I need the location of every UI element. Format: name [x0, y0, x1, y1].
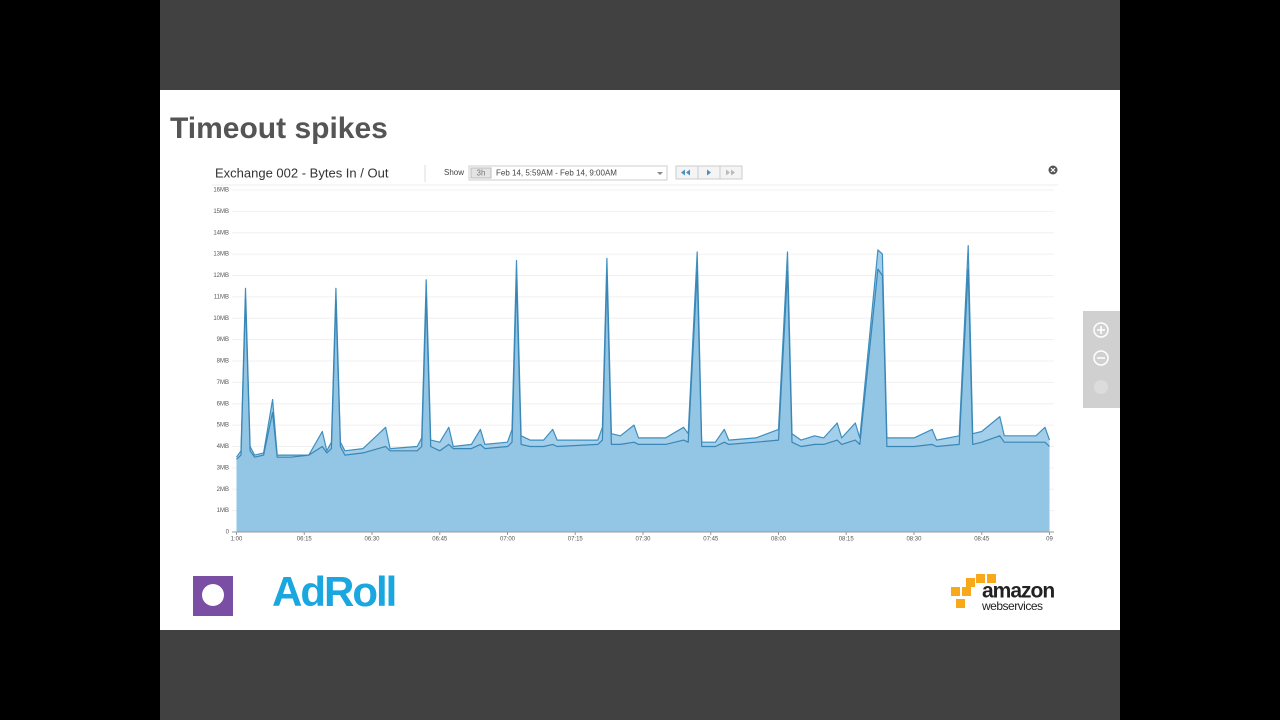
- x-tick-label: 07:15: [568, 537, 584, 543]
- x-tick-label: 07:45: [703, 537, 719, 543]
- y-tick-label: 9MB: [217, 337, 229, 343]
- amazon-logo: amazon: [982, 580, 1054, 603]
- top-bar: [160, 0, 1120, 90]
- range-text: Feb 14, 5:59AM - Feb 14, 9:00AM: [496, 169, 617, 178]
- y-tick-label: 10MB: [213, 316, 229, 322]
- area-fill: [236, 269, 1050, 532]
- fast-forward-icon: [726, 169, 735, 176]
- slide-title: Timeout spikes: [170, 112, 388, 145]
- y-tick-label: 0: [226, 530, 230, 536]
- y-tick-label: 5MB: [217, 423, 229, 429]
- y-tick-label: 11MB: [214, 294, 229, 300]
- y-tick-label: 15MB: [213, 209, 229, 215]
- y-tick-label: 1MB: [217, 508, 229, 514]
- bottom-bar: [160, 630, 1120, 720]
- range-select[interactable]: [468, 165, 668, 181]
- aws-cubes: [951, 574, 996, 608]
- close-icon: [1050, 167, 1056, 173]
- y-tick-label: 8MB: [217, 359, 229, 365]
- x-tick-label: 1:00: [231, 537, 243, 543]
- datadog-face: [202, 584, 224, 606]
- zoom-in-icon: [1097, 326, 1105, 334]
- chart-title: Exchange 002 - Bytes In / Out: [215, 165, 389, 180]
- y-tick-label: 12MB: [213, 273, 229, 279]
- x-tick-label: 08:30: [906, 537, 922, 543]
- rewind-icon: [681, 169, 690, 176]
- show-label: Show: [444, 168, 464, 177]
- zoom-out[interactable]: [1093, 350, 1109, 366]
- adroll-logo: AdRoll: [272, 568, 395, 615]
- dropdown-caret: [657, 172, 663, 175]
- x-tick-label: 07:30: [635, 537, 651, 543]
- forward-icon: [707, 169, 711, 176]
- x-tick-label: 07:00: [500, 537, 516, 543]
- y-tick-label: 13MB: [213, 252, 229, 258]
- y-tick-label: 14MB: [213, 230, 229, 236]
- range-button-label: 3h: [477, 169, 486, 178]
- zoom-reset[interactable]: [1094, 380, 1108, 394]
- zoom-in[interactable]: [1093, 322, 1109, 338]
- plot: 0 1MB 2MB 3MB 4MB 5MB 6MB 7MB 8MB 9MB 10MB 11MB 12MB…: [213, 188, 1054, 543]
- x-tick-label: 06:45: [432, 537, 448, 543]
- x-tick-label: 08:00: [771, 537, 787, 543]
- y-tick-label: 16MB: [213, 188, 229, 194]
- x-tick-label: 08:45: [974, 537, 990, 543]
- range-button[interactable]: [470, 167, 492, 179]
- aws-text: webservices: [981, 599, 1043, 613]
- x-tick-label: 09: [1046, 537, 1053, 543]
- y-tick-label: 3MB: [217, 465, 229, 471]
- y-tick-label: 6MB: [217, 401, 229, 407]
- y-tick-label: 4MB: [217, 444, 229, 450]
- y-tick-label: 7MB: [217, 380, 229, 386]
- x-tick-label: 06:30: [365, 537, 381, 543]
- y-tick-label: 2MB: [217, 487, 229, 493]
- x-tick-label: 08:15: [839, 537, 855, 543]
- area-line: [236, 268, 1050, 460]
- x-tick-label: 06:15: [297, 537, 313, 543]
